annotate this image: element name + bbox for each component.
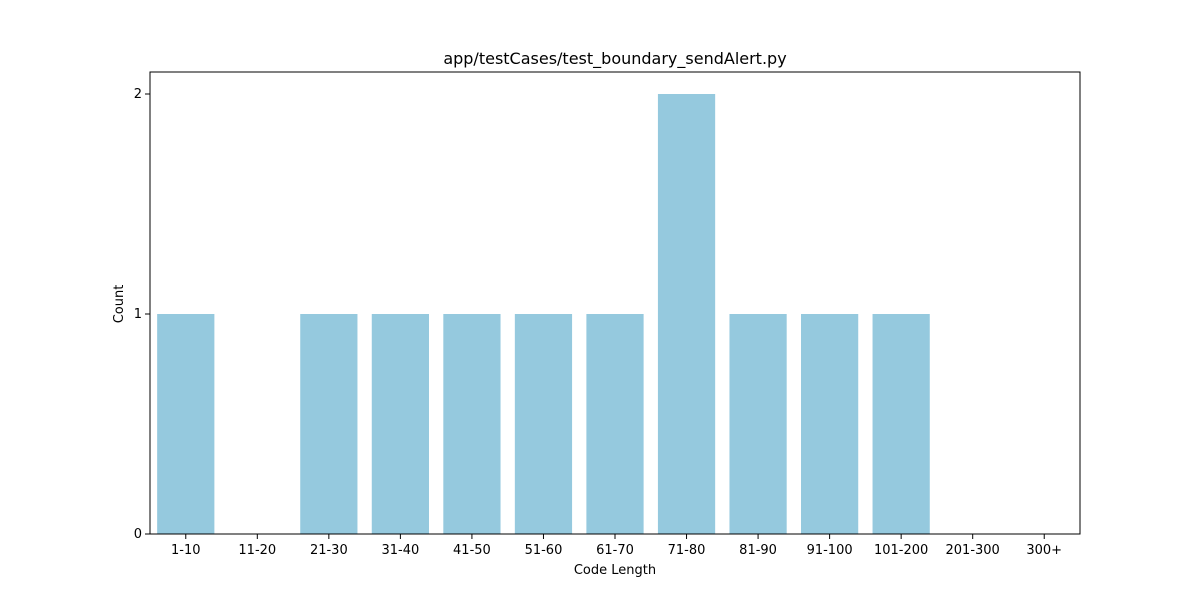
x-tick-label: 51-60 xyxy=(525,543,563,558)
bar-51-60 xyxy=(514,314,573,534)
y-tick-label: 2 xyxy=(134,87,142,102)
chart-title: app/testCases/test_boundary_sendAlert.py xyxy=(443,49,786,69)
x-tick-label: 91-100 xyxy=(807,543,853,558)
x-tick-label: 31-40 xyxy=(381,543,419,558)
x-tick-label: 41-50 xyxy=(453,543,491,558)
x-axis-label: Code Length xyxy=(574,563,656,578)
ticks-layer: 1-10 11-20 21-30 31-40 41-50 51-60 61-70 71-80 8… xyxy=(134,87,1062,558)
bar-81-90 xyxy=(729,314,787,534)
x-tick-label: 21-30 xyxy=(310,543,348,558)
x-tick-label: 81-90 xyxy=(739,543,777,558)
bar-1-10 xyxy=(157,314,215,534)
x-tick-label: 11-20 xyxy=(238,543,276,558)
x-tick-label: 201-300 xyxy=(946,543,1000,558)
bar-31-40 xyxy=(371,314,429,534)
x-tick-label: 300+ xyxy=(1026,543,1062,558)
y-axis-label: Count xyxy=(112,285,127,324)
x-tick-label: 71-80 xyxy=(668,543,706,558)
bars-layer xyxy=(157,94,930,534)
bar-21-30 xyxy=(300,314,358,534)
x-tick-label: 61-70 xyxy=(596,543,634,558)
bar-101-200 xyxy=(872,314,930,534)
bar-91-100 xyxy=(801,314,859,534)
x-tick-label: 101-200 xyxy=(874,543,928,558)
x-tick-label: 1-10 xyxy=(171,543,201,558)
y-tick-label: 1 xyxy=(134,307,142,322)
bar-71-80 xyxy=(657,94,716,534)
y-tick-label: 0 xyxy=(134,527,142,542)
bar-61-70 xyxy=(586,314,644,534)
bar-41-50 xyxy=(443,314,501,534)
plot-frame xyxy=(149,71,1081,535)
